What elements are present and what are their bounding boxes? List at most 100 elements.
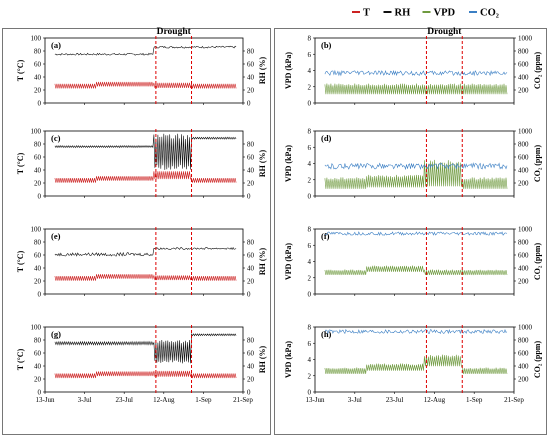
panel-label-h: (h) [321,329,332,339]
ytick-label-left-b-2: 4 [308,67,312,75]
ytick-label-left-g-5: 100 [31,324,42,332]
plot-frame-e [44,228,244,295]
ytick-label-right-c-2: 40 [247,167,255,175]
plot-frame-a [44,37,244,104]
ytick-label-right-f-0: 200 [518,278,529,286]
series-line-f-1 [324,231,508,236]
ytick-label-right-a-2: 40 [247,74,255,82]
ytick-label-left-f-4: 8 [308,226,312,234]
ylabel-right-e: RH (%) [258,248,267,276]
plot-frame-f [314,228,515,295]
series-line-b-0 [324,83,508,95]
ytick-label-left-h-1: 2 [308,372,312,380]
panel-label-b: (b) [321,40,332,50]
ytick-label-left-e-4: 80 [34,239,42,247]
series-line-e-1 [54,246,237,257]
ytick-label-right-h-3: 800 [518,337,529,345]
ytick-label-right-f-1: 400 [518,265,529,273]
ytick-label-right-h-2: 600 [518,350,529,358]
ytick-label-right-f-3: 800 [518,239,529,247]
right-panel-frame [274,28,547,435]
ytick-label-left-d-0: 0 [308,193,312,201]
series-line-c-0 [54,171,237,183]
ytick-label-right-d-2: 600 [518,154,529,162]
panel-h: 0 2 4 6 8 200 400 600 800 1000 VPD (kPa) CO₂ (ppm) (… [284,324,542,405]
ytick-label-right-b-0: 200 [518,87,529,95]
ytick-label-left-f-3: 6 [308,242,312,250]
ytick-label-right-b-4: 1000 [518,35,533,43]
ytick-label-right-a-0: 0 [247,100,251,108]
ylabel-left-c: T (°C) [16,152,25,174]
ytick-label-right-d-3: 800 [518,141,529,149]
ytick-label-right-e-3: 60 [247,252,255,260]
ytick-label-left-b-3: 6 [308,51,312,59]
panel-label-e: (e) [51,231,61,241]
panel-a: 0 20 40 60 80 100 0 20 40 60 80 T (°C) RH (%) (a) Drou… [16,27,267,108]
series-line-g-1 [54,332,237,364]
ytick-label-right-g-4: 80 [247,337,255,345]
ytick-label-right-d-0: 200 [518,180,529,188]
ytick-label-right-h-1: 400 [518,363,529,371]
xtick-label-g-5: 21-Sep [233,396,253,404]
ytick-label-left-a-2: 40 [34,74,42,82]
ytick-label-left-a-3: 60 [34,61,42,69]
ytick-label-right-a-1: 20 [247,87,255,95]
panel-label-c: (c) [51,133,61,143]
ytick-label-right-e-1: 20 [247,278,255,286]
ytick-label-left-c-4: 80 [34,141,42,149]
panel-label-g: (g) [51,329,61,339]
ytick-label-right-c-4: 80 [247,141,255,149]
plot-frame-c [44,130,244,197]
xtick-label-g-1: 3-Jul [78,396,92,404]
ytick-label-left-g-4: 80 [34,337,42,345]
xtick-label-h-2: 23-Jul [386,396,404,404]
ytick-label-right-g-3: 60 [247,350,255,358]
ytick-label-left-h-2: 4 [308,356,312,364]
xtick-label-g-4: 1-Sep [195,396,212,404]
series-line-g-0 [54,370,237,379]
ytick-label-right-d-4: 1000 [518,128,533,136]
ytick-label-left-a-5: 100 [31,35,42,43]
drought-title-b: Drought [427,27,462,37]
ytick-label-left-c-0: 0 [38,193,42,201]
ytick-label-right-a-4: 80 [247,48,255,56]
xtick-label-h-0: 13-Jun [305,396,325,404]
series-line-b-1 [324,69,508,77]
ytick-label-left-d-4: 8 [308,128,312,136]
ytick-label-right-e-4: 80 [247,239,255,247]
ytick-label-left-e-2: 40 [34,265,42,273]
ylabel-left-f: VPD (kPa) [284,243,293,280]
panel-e: 0 20 40 60 80 100 0 20 40 60 80 T (°C) RH (%) (e) [16,226,267,299]
series-line-e-0 [54,274,237,281]
ytick-label-right-c-3: 60 [247,154,255,162]
panel-f: 0 2 4 6 8 200 400 600 800 1000 VPD (kPa) CO₂ (ppm) (… [284,226,542,299]
ytick-label-right-h-4: 1000 [518,324,533,332]
panel-label-f: (f) [321,231,330,241]
ytick-label-left-g-3: 60 [34,350,42,358]
ytick-label-right-h-0: 200 [518,376,529,384]
ylabel-left-b: VPD (kPa) [284,52,293,89]
ytick-label-right-g-2: 40 [247,363,255,371]
ytick-label-left-c-3: 60 [34,154,42,162]
series-line-a-1 [54,45,237,56]
panel-label-d: (d) [321,133,332,143]
ylabel-right-h: CO₂ (ppm) [533,341,542,379]
ylabel-left-g: T (°C) [16,348,25,370]
ytick-label-left-f-1: 2 [308,274,312,282]
series-line-c-1 [54,133,237,170]
ytick-label-left-d-1: 2 [308,176,312,184]
ytick-label-left-h-3: 6 [308,340,312,348]
panel-b: 0 2 4 6 8 200 400 600 800 1000 VPD (kPa) CO₂ (ppm) (… [284,27,542,108]
ylabel-right-a: RH (%) [258,57,267,85]
ytick-label-right-c-0: 0 [247,193,251,201]
ytick-label-left-g-0: 0 [38,389,42,397]
ytick-label-left-g-2: 40 [34,363,42,371]
ylabel-right-b: CO₂ (ppm) [533,52,542,90]
ytick-label-left-c-2: 40 [34,167,42,175]
panel-label-a: (a) [51,40,61,50]
series-line-d-1 [324,162,508,171]
xtick-label-h-5: 21-Sep [504,396,524,404]
ytick-label-left-a-4: 80 [34,48,42,56]
series-line-h-1 [324,328,508,335]
